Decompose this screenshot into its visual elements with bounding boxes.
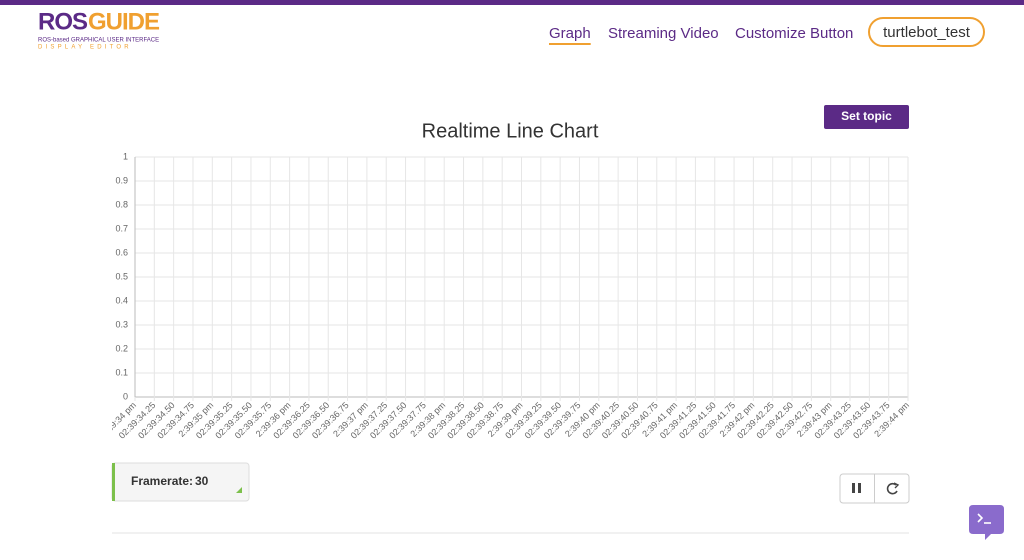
- y-tick-label: 0.4: [115, 295, 128, 305]
- resize-handle: [236, 487, 242, 493]
- logo-tagline: ROS-based GRAPHICAL USER INTERFACE: [38, 38, 159, 44]
- pause-button[interactable]: [852, 483, 861, 493]
- logo-secondary: GUIDE: [88, 8, 160, 35]
- y-tick-label: 0.7: [115, 223, 128, 233]
- refresh-button[interactable]: [886, 482, 898, 495]
- console-button[interactable]: [969, 505, 1004, 540]
- framerate-value: 30: [195, 474, 209, 488]
- chart: 2:39:34 pm02:39:34.2502:39:34.5002:39:34…: [112, 156, 911, 441]
- set-topic-label[interactable]: Set topic: [841, 109, 892, 123]
- robot-name[interactable]: turtlebot_test: [883, 24, 971, 41]
- y-tick-label: 1: [123, 151, 128, 161]
- y-tick-label: 0.8: [115, 199, 128, 209]
- y-tick-label: 0: [123, 391, 128, 401]
- y-tick-label: 0.5: [115, 271, 128, 281]
- nav-link[interactable]: Graph: [549, 25, 591, 42]
- chart-title: Realtime Line Chart: [422, 120, 599, 142]
- nav: Graph Streaming Video Customize Button: [549, 25, 853, 45]
- nav-link[interactable]: Customize Button: [735, 25, 853, 42]
- y-tick-label: 0.9: [115, 175, 128, 185]
- y-tick-label: 0.1: [115, 367, 128, 377]
- nav-link[interactable]: Streaming Video: [608, 25, 719, 42]
- y-tick-label: 0.3: [115, 319, 128, 329]
- set-topic-button[interactable]: [824, 105, 909, 129]
- refresh-arrow: [893, 482, 900, 489]
- logo-primary: ROS: [38, 8, 88, 35]
- framerate-label: Framerate:: [131, 474, 193, 488]
- y-tick-label: 0.6: [115, 247, 128, 257]
- logo-subtagline: DISPLAY EDITOR: [38, 45, 132, 51]
- top-bar: [0, 0, 1024, 5]
- robot-pill[interactable]: [868, 17, 985, 47]
- framerate-accent: [112, 463, 115, 501]
- y-tick-label: 0.2: [115, 343, 128, 353]
